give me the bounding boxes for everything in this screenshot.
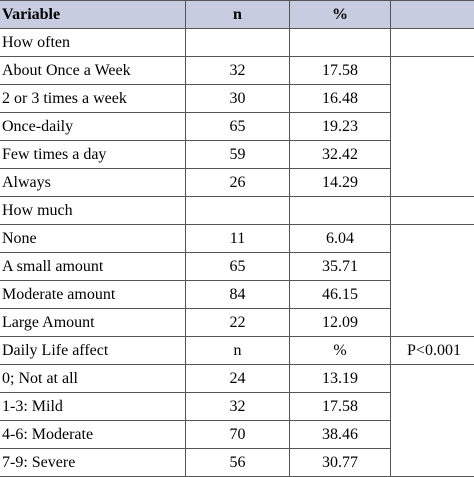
cell-variable: A small amount <box>0 253 186 281</box>
cell-n: n <box>186 337 290 365</box>
cell-p <box>391 113 474 141</box>
cell-percent: % <box>290 337 391 365</box>
cell-n: 65 <box>186 113 290 141</box>
header-percent: % <box>290 1 391 29</box>
cell-variable: Always <box>0 169 186 197</box>
cell-variable: Daily Life affect <box>0 337 186 365</box>
cell-variable: Large Amount <box>0 309 186 337</box>
cell-n <box>186 29 290 57</box>
table-row: How much <box>0 197 474 225</box>
cell-percent: 19.23 <box>290 113 391 141</box>
cell-p <box>391 197 474 225</box>
cell-p <box>391 29 474 57</box>
cell-p <box>391 253 474 281</box>
cell-variable: None <box>0 225 186 253</box>
cell-p <box>391 365 474 393</box>
cell-variable: Moderate amount <box>0 281 186 309</box>
cell-n: 65 <box>186 253 290 281</box>
cell-p <box>391 225 474 253</box>
cell-variable: 4-6: Moderate <box>0 421 186 449</box>
cell-percent <box>290 29 391 57</box>
cell-percent: 30.77 <box>290 449 391 477</box>
cell-n: 59 <box>186 141 290 169</box>
cell-n: 22 <box>186 309 290 337</box>
header-variable: Variable <box>0 1 186 29</box>
cell-variable: 1-3: Mild <box>0 393 186 421</box>
cell-n: 30 <box>186 85 290 113</box>
cell-percent: 13.19 <box>290 365 391 393</box>
cell-variable: How much <box>0 197 186 225</box>
cell-variable: 7-9: Severe <box>0 449 186 477</box>
cell-percent: 14.29 <box>290 169 391 197</box>
cell-p <box>391 393 474 421</box>
cell-percent: 17.58 <box>290 393 391 421</box>
cell-percent: 12.09 <box>290 309 391 337</box>
cell-percent <box>290 197 391 225</box>
cell-p <box>391 141 474 169</box>
cell-variable: About Once a Week <box>0 57 186 85</box>
cell-n: 26 <box>186 169 290 197</box>
cell-p <box>391 85 474 113</box>
cell-percent: 32.42 <box>290 141 391 169</box>
cell-variable: Few times a day <box>0 141 186 169</box>
cell-p <box>391 309 474 337</box>
cell-variable: 2 or 3 times a week <box>0 85 186 113</box>
cell-n: 11 <box>186 225 290 253</box>
cell-p <box>391 421 474 449</box>
cell-n: 32 <box>186 393 290 421</box>
cell-percent: 16.48 <box>290 85 391 113</box>
cell-p <box>391 449 474 477</box>
header-row: Variable n % <box>0 1 474 29</box>
table-row: How often <box>0 29 474 57</box>
cell-percent: 17.58 <box>290 57 391 85</box>
cell-p <box>391 281 474 309</box>
cell-percent: 46.15 <box>290 281 391 309</box>
cell-n: 56 <box>186 449 290 477</box>
cell-variable: 0; Not at all <box>0 365 186 393</box>
cell-percent: 35.71 <box>290 253 391 281</box>
cell-variable: Once-daily <box>0 113 186 141</box>
cell-p: P<0.001 <box>391 337 474 365</box>
header-p <box>391 1 474 29</box>
cell-p <box>391 57 474 85</box>
cell-n: 32 <box>186 57 290 85</box>
cell-percent: 6.04 <box>290 225 391 253</box>
header-n: n <box>186 1 290 29</box>
cell-n: 84 <box>186 281 290 309</box>
cell-n <box>186 197 290 225</box>
cell-variable: How often <box>0 29 186 57</box>
cell-n: 70 <box>186 421 290 449</box>
cell-p <box>391 169 474 197</box>
cell-n: 24 <box>186 365 290 393</box>
cell-percent: 38.46 <box>290 421 391 449</box>
